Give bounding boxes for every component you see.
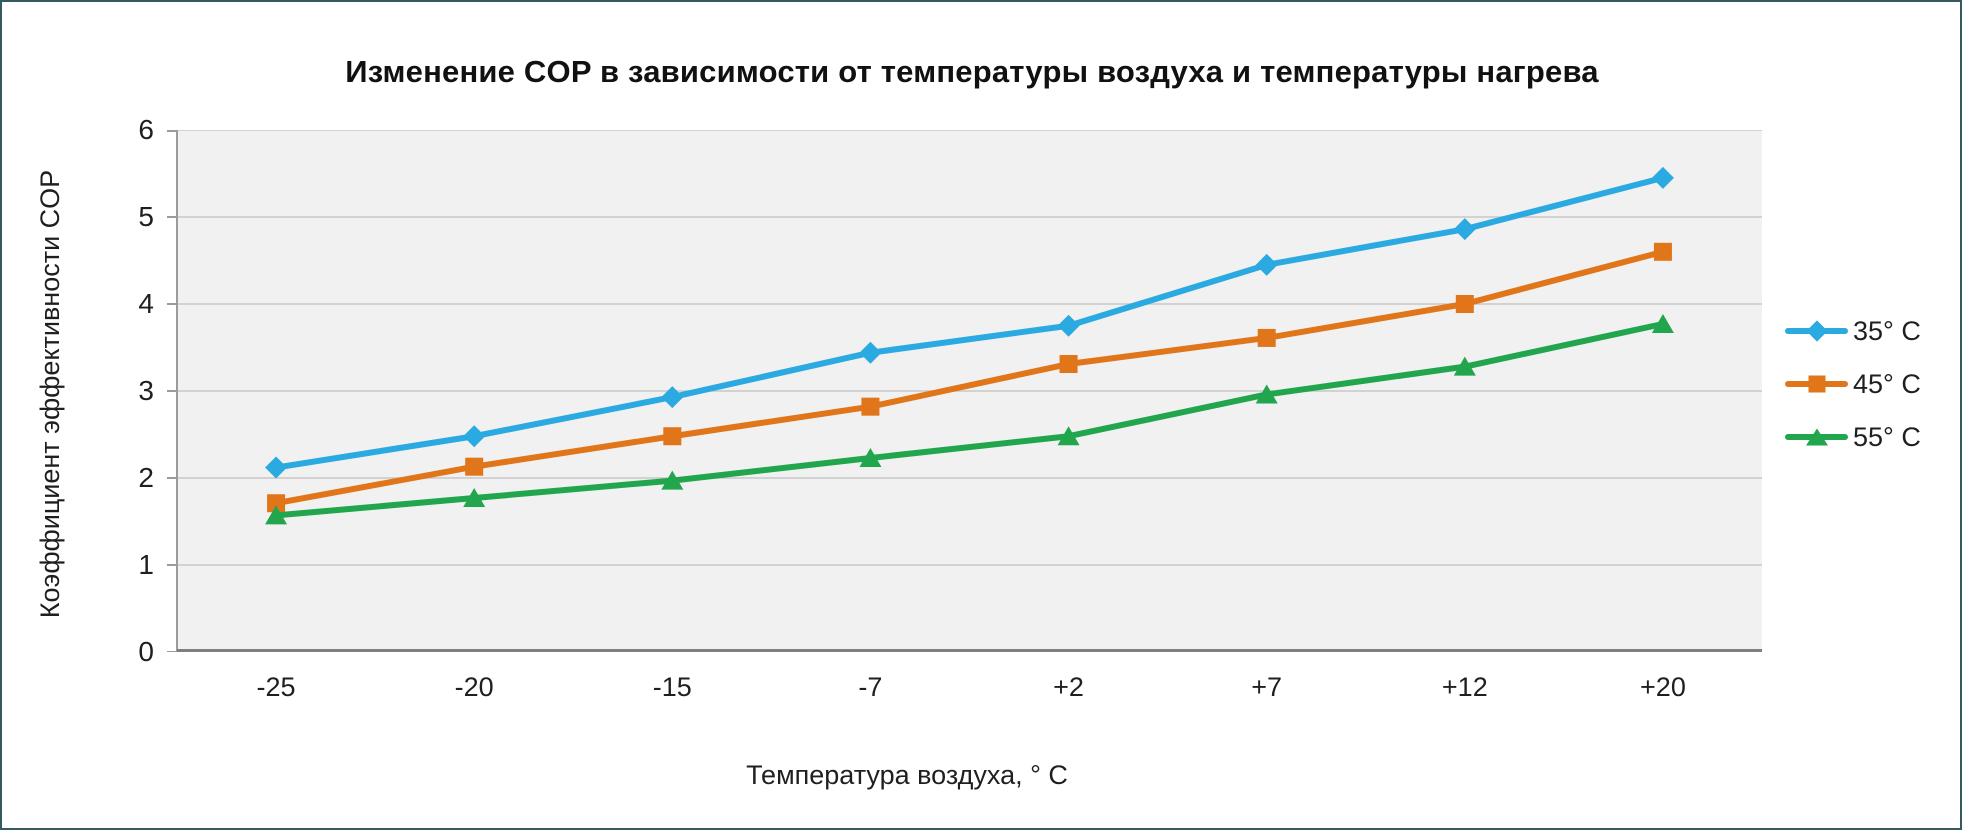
plot-area (167, 130, 1762, 652)
x-tick-label: +20 (1640, 672, 1686, 702)
series-55c (265, 314, 1674, 525)
triangle-marker (859, 447, 882, 467)
triangle-marker (661, 470, 684, 490)
diamond-marker (1057, 314, 1080, 337)
y-tick-label: 0 (138, 636, 154, 667)
y-tick-label: 2 (138, 462, 154, 493)
square-marker (465, 457, 484, 476)
triangle-marker (1255, 384, 1278, 404)
x-tick-label: -15 (652, 672, 692, 702)
triangle-marker (265, 505, 288, 525)
legend-label: 55° C (1853, 421, 1921, 452)
triangle-marker (463, 488, 486, 508)
legend-label: 35° C (1853, 315, 1921, 346)
legend-line (1785, 428, 1848, 446)
diamond-marker (265, 456, 288, 479)
square-marker (267, 494, 286, 513)
triangle-marker (1057, 426, 1080, 446)
diamond-marker (1651, 166, 1674, 189)
diamond-marker (463, 425, 486, 448)
legend-line (1785, 320, 1848, 342)
square-marker (663, 427, 682, 446)
x-tick-label: -20 (454, 672, 494, 702)
y-tick-label: 5 (138, 201, 154, 232)
diamond-marker (1255, 253, 1278, 276)
diamond-marker (661, 386, 684, 409)
series-line (273, 248, 1666, 507)
chart-title: Изменение COP в зависимости от температу… (345, 54, 1599, 89)
x-tick-label: +12 (1441, 672, 1488, 702)
square-marker (861, 397, 880, 416)
square-marker (1059, 355, 1078, 374)
legend-label: 45° C (1853, 368, 1921, 399)
square-marker (1257, 328, 1276, 347)
y-axis-title: Коэффициент эффективности COP (35, 169, 65, 619)
y-tick-label: 1 (138, 549, 154, 580)
triangle-marker (1651, 314, 1674, 334)
x-tick-label: +2 (1053, 672, 1084, 702)
legend-line (1785, 375, 1848, 393)
x-tick-label: +7 (1251, 672, 1283, 702)
series-line (273, 174, 1666, 471)
x-tick-label: -25 (256, 672, 296, 702)
square-marker (1653, 242, 1672, 261)
y-tick-label: 6 (138, 114, 154, 145)
legend-item: 55° C (1785, 422, 1955, 452)
series-35c (265, 166, 1674, 479)
series-45c (267, 242, 1672, 513)
legend: 35° C 45° C 55° C (1785, 316, 1955, 475)
diamond-marker (1453, 218, 1476, 241)
y-tick-label: 4 (138, 288, 154, 319)
y-tick-label: 3 (138, 375, 154, 406)
x-tick-label: -7 (858, 672, 883, 702)
diamond-marker (859, 341, 882, 364)
legend-square-icon (1808, 375, 1825, 393)
x-axis-title: Температура воздуха, ° C (746, 760, 1068, 790)
legend-diamond-icon (1805, 320, 1828, 342)
triangle-marker (1453, 356, 1476, 376)
legend-item: 35° C (1785, 316, 1955, 346)
legend-item: 45° C (1785, 369, 1955, 399)
legend-triangle-icon (1805, 428, 1828, 446)
series-line (273, 321, 1666, 519)
square-marker (1455, 295, 1474, 313)
